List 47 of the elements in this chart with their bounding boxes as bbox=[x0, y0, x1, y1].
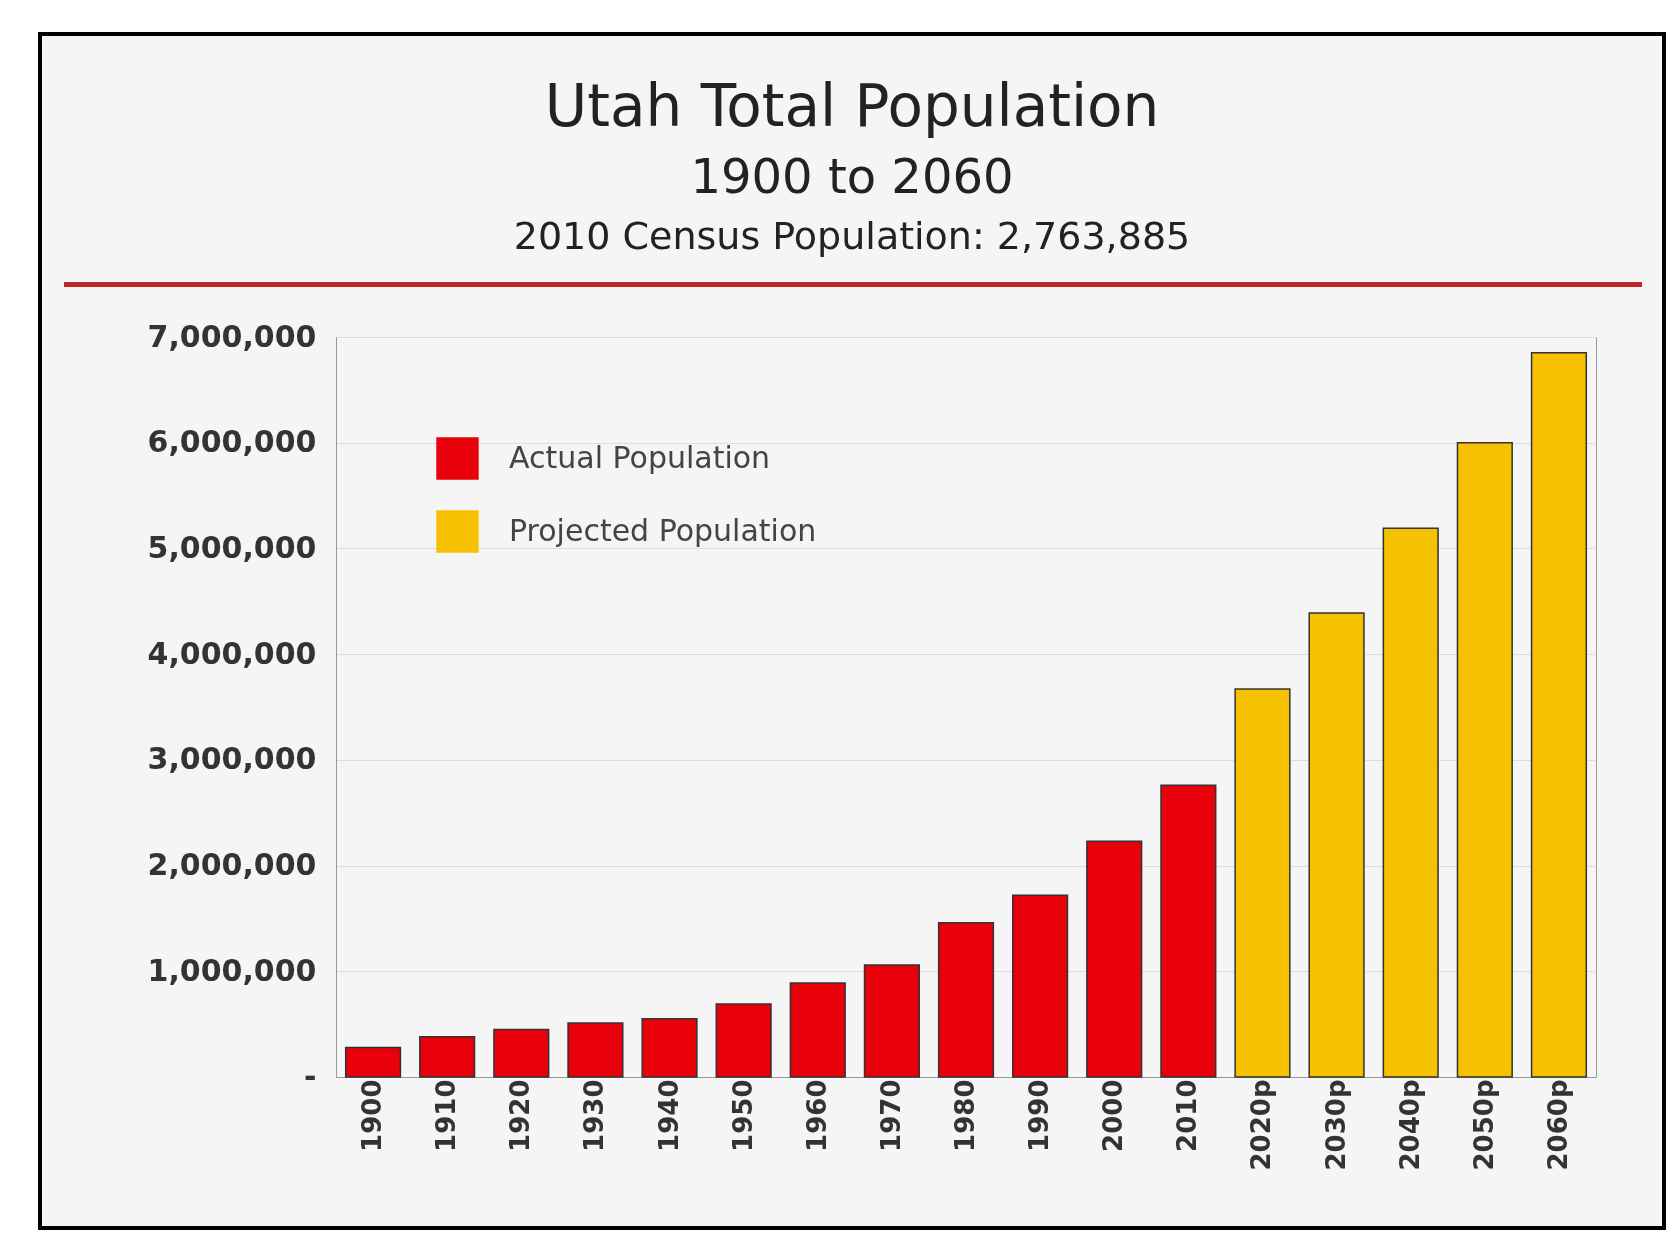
x-tick-label: 1930 bbox=[579, 1079, 610, 1152]
y-tick-label: 4,000,000 bbox=[147, 635, 317, 671]
x-tick-label: 2040p bbox=[1394, 1079, 1425, 1171]
y-tick-label: 5,000,000 bbox=[147, 529, 317, 565]
y-tick-label: 2,000,000 bbox=[147, 847, 317, 883]
x-tick-label: 2010 bbox=[1172, 1079, 1203, 1152]
bar bbox=[1308, 612, 1365, 1078]
bar bbox=[641, 1018, 698, 1078]
bar bbox=[863, 964, 920, 1078]
bar bbox=[1160, 784, 1217, 1078]
bar bbox=[715, 1003, 772, 1078]
bar bbox=[1382, 527, 1439, 1078]
y-tick-label: 6,000,000 bbox=[147, 424, 317, 460]
x-tick-label: 1920 bbox=[505, 1079, 536, 1152]
x-tick-label: 1970 bbox=[875, 1079, 906, 1152]
bar bbox=[1456, 441, 1513, 1078]
chart-title: Utah Total Population bbox=[543, 72, 1161, 140]
legend-label: Actual Population bbox=[509, 439, 771, 475]
bar bbox=[1234, 688, 1291, 1078]
x-tick-label: 2020p bbox=[1246, 1079, 1277, 1171]
x-tick-label: 2000 bbox=[1098, 1079, 1129, 1152]
bar bbox=[937, 921, 995, 1078]
bar bbox=[1012, 894, 1069, 1078]
y-tick-label: 1,000,000 bbox=[147, 952, 317, 988]
bar bbox=[1086, 840, 1143, 1078]
x-tick-label: 1940 bbox=[653, 1079, 684, 1152]
x-tick-label: 1900 bbox=[357, 1079, 388, 1152]
y-tick-label: 7,000,000 bbox=[147, 318, 317, 354]
bar bbox=[493, 1028, 550, 1078]
bar bbox=[567, 1022, 624, 1078]
y-tick-label: 3,000,000 bbox=[147, 741, 317, 777]
legend-label: Projected Population bbox=[509, 512, 817, 548]
bar bbox=[1530, 352, 1588, 1078]
x-tick-label: 1910 bbox=[431, 1079, 462, 1152]
bar bbox=[344, 1046, 402, 1078]
x-tick-label: 1960 bbox=[801, 1079, 832, 1152]
chart-subtitle: 1900 to 2060 bbox=[689, 148, 1015, 204]
bar bbox=[419, 1036, 476, 1078]
x-tick-label: 2030p bbox=[1320, 1079, 1351, 1171]
x-tick-label: 2060p bbox=[1542, 1079, 1573, 1171]
x-tick-label: 1950 bbox=[727, 1079, 758, 1152]
y-tick-label: - bbox=[304, 1058, 317, 1094]
x-tick-label: 1990 bbox=[1024, 1079, 1055, 1152]
bar bbox=[789, 982, 846, 1078]
x-tick-label: 1980 bbox=[950, 1079, 980, 1152]
x-tick-label: 2050p bbox=[1468, 1079, 1499, 1171]
text: 2010 Census Population: 2,763,885 bbox=[512, 214, 1192, 258]
